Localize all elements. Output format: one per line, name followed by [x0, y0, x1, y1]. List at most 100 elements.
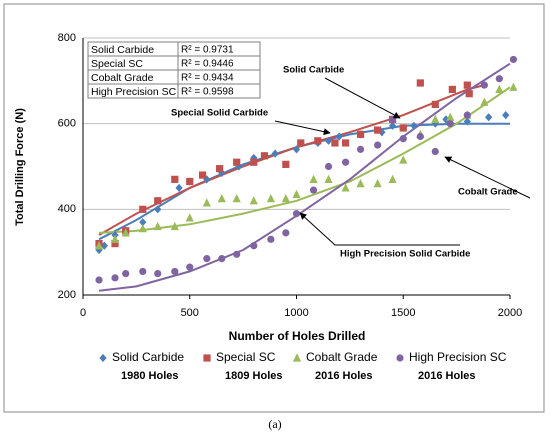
- data-point: [356, 130, 365, 138]
- legend-marker: [99, 353, 107, 363]
- data-point: [154, 197, 162, 205]
- data-point: [431, 114, 440, 123]
- data-point: [154, 269, 162, 278]
- y-tick-label: 800: [58, 32, 76, 44]
- data-point: [431, 147, 439, 156]
- table-r2: R² = 0.9731: [181, 45, 234, 56]
- annotation-arrow: [274, 120, 331, 136]
- data-point: [480, 81, 488, 89]
- legend-marker: [292, 353, 302, 362]
- data-point: [218, 254, 226, 263]
- data-point: [399, 135, 407, 143]
- data-point: [175, 183, 183, 193]
- data-point: [203, 254, 211, 263]
- annotation-arrow: [324, 77, 401, 119]
- data-point: [509, 55, 518, 64]
- data-point: [282, 160, 290, 168]
- annotation-arrow: [444, 156, 531, 199]
- x-tick-label: 500: [181, 307, 199, 319]
- y-axis-title: Total Drilling Force (N): [14, 108, 26, 226]
- data-point: [171, 267, 179, 276]
- data-point: [331, 139, 339, 147]
- legend-label: Special SC: [216, 350, 276, 364]
- data-point: [217, 194, 226, 203]
- caption: (a): [268, 417, 281, 431]
- data-point: [335, 132, 343, 141]
- data-point: [442, 115, 450, 124]
- data-point: [171, 175, 179, 183]
- data-point: [266, 194, 275, 203]
- annotation: Cobalt Grade: [458, 187, 518, 198]
- data-point: [399, 124, 407, 132]
- data-point: [373, 179, 382, 188]
- table-r2: R² = 0.9598: [181, 87, 234, 98]
- data-point: [431, 100, 439, 108]
- y-tick-label: 200: [58, 289, 76, 301]
- x-tick-label: 1500: [391, 307, 415, 319]
- legend-holes: 1980 Holes: [121, 370, 178, 382]
- data-point: [410, 121, 418, 130]
- annotation: High Precision Solid Carbide: [340, 249, 470, 260]
- data-point: [374, 126, 382, 134]
- table-series-name: Special SC: [91, 58, 143, 70]
- data-point: [463, 117, 471, 126]
- data-point: [170, 221, 179, 231]
- legend-label: Cobalt Grade: [306, 350, 378, 364]
- data-point: [250, 242, 258, 250]
- legend-label: Solid Carbide: [112, 350, 184, 364]
- data-point: [292, 210, 301, 218]
- data-point: [324, 174, 333, 183]
- legend-holes: 2016 Holes: [315, 370, 372, 382]
- data-point: [297, 139, 305, 147]
- data-point: [341, 183, 350, 192]
- data-point: [271, 149, 279, 158]
- data-point: [122, 269, 130, 278]
- trendline: [98, 86, 511, 234]
- legend-label: High Precision SC: [409, 350, 507, 364]
- data-point: [502, 111, 510, 120]
- table-r2: R² = 0.9446: [181, 59, 234, 70]
- data-point: [111, 240, 119, 248]
- data-point: [260, 152, 269, 160]
- data-point: [463, 111, 471, 119]
- data-point: [292, 145, 301, 154]
- data-point: [292, 189, 301, 198]
- x-tick-label: 0: [80, 307, 86, 319]
- data-point: [95, 276, 103, 284]
- data-point: [309, 186, 318, 194]
- legend-marker: [203, 354, 211, 362]
- data-point: [202, 198, 211, 207]
- data-point: [495, 84, 504, 93]
- table-series-name: Solid Carbide: [91, 44, 154, 56]
- data-point: [324, 136, 333, 145]
- data-point: [186, 263, 194, 271]
- data-point: [356, 179, 365, 188]
- table-series-name: Cobalt Grade: [91, 72, 154, 84]
- data-point: [485, 113, 493, 122]
- annotation-arrow: [299, 212, 460, 246]
- data-point: [233, 158, 241, 166]
- data-point: [463, 81, 471, 89]
- data-point: [110, 234, 120, 243]
- y-tick-label: 600: [58, 118, 76, 130]
- data-point: [416, 132, 424, 141]
- data-point: [309, 174, 318, 183]
- data-point: [94, 241, 104, 250]
- data-point: [388, 115, 397, 123]
- data-point: [399, 155, 408, 164]
- data-point: [111, 274, 119, 282]
- table-series-name: High Precision SC: [91, 86, 177, 98]
- data-point: [249, 196, 258, 205]
- data-point: [446, 120, 454, 128]
- data-point: [185, 213, 194, 222]
- data-point: [388, 121, 397, 130]
- data-point: [281, 194, 290, 203]
- data-point: [314, 137, 322, 145]
- data-point: [154, 205, 162, 214]
- data-point: [267, 235, 275, 243]
- legend-holes: 1809 Holes: [225, 370, 282, 382]
- legend-marker: [396, 354, 404, 362]
- data-point: [250, 158, 258, 166]
- annotation: Special Solid Carbide: [171, 108, 268, 119]
